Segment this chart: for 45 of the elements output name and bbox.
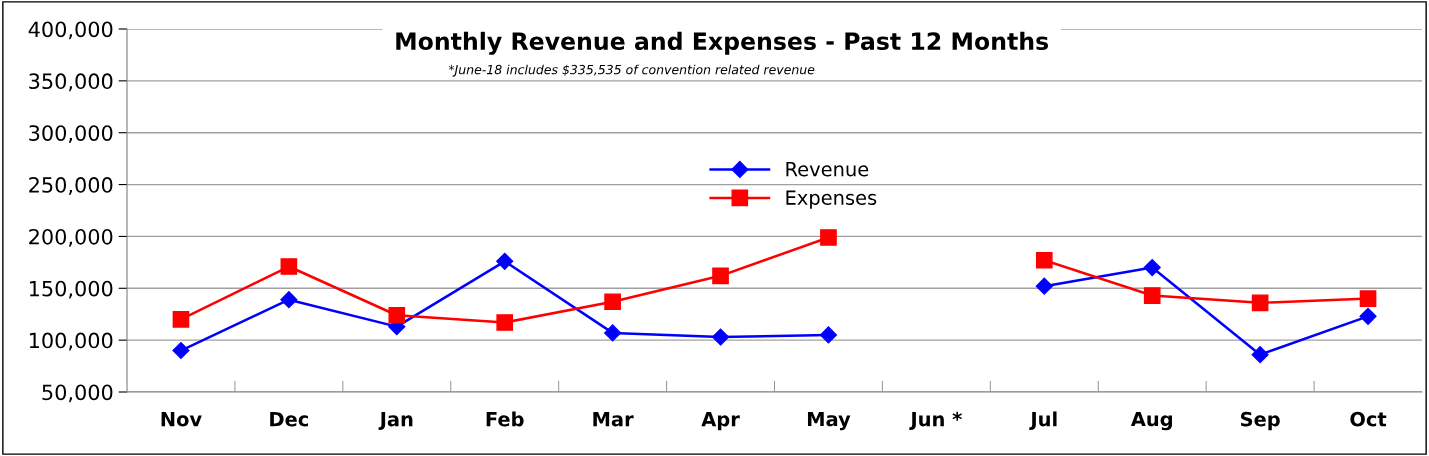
point	[1035, 277, 1053, 295]
y-tick-label: 50,000	[42, 384, 113, 403]
point	[1359, 290, 1377, 307]
x-tick-label: Mar	[593, 412, 634, 427]
chart-title: Monthly Revenue and Expenses - Past 12 Months	[396, 31, 1049, 55]
y-tick-label: 250,000	[29, 177, 113, 195]
point	[819, 326, 838, 344]
y-tick-label: 200,000	[29, 228, 113, 247]
point	[1359, 307, 1377, 325]
x-tick-label: Dec	[270, 412, 308, 427]
x-tick-label: Oct	[1350, 411, 1387, 427]
point	[604, 293, 621, 311]
x-tick-label: Apr	[701, 412, 740, 431]
x-tick-label: May	[807, 411, 851, 431]
y-tick-label: 400,000	[28, 21, 113, 40]
point	[496, 314, 514, 331]
point	[712, 267, 729, 285]
point	[711, 328, 730, 346]
point	[820, 229, 837, 246]
x-tick-label: Jan	[378, 412, 413, 431]
y-tick-label: 300,000	[29, 125, 113, 144]
point	[604, 324, 622, 342]
x-tick-label: Feb	[486, 411, 524, 427]
point	[388, 306, 406, 324]
x-tick-label: Jun *	[909, 411, 962, 431]
y-tick-label: 150,000	[29, 280, 113, 299]
y-tick-label: 100,000	[29, 332, 113, 351]
legend-label: Expenses	[786, 190, 877, 209]
point	[1251, 346, 1269, 364]
point	[1143, 258, 1161, 277]
point	[496, 252, 514, 270]
x-tick-label: Sep	[1240, 411, 1280, 431]
point	[1143, 287, 1161, 304]
point	[1251, 294, 1269, 312]
x-tick-label: Nov	[161, 412, 202, 427]
y-tick-label: 350,000	[29, 73, 113, 92]
point	[280, 258, 298, 275]
x-tick-label: Jul	[1029, 411, 1057, 431]
point	[172, 341, 190, 360]
legend-label: Revenue	[786, 162, 869, 177]
point	[1035, 251, 1053, 269]
annotation: *June-18 includes $335,535 of convention related revenue	[448, 64, 815, 77]
point	[280, 291, 298, 309]
x-tick-label: Aug	[1130, 411, 1172, 431]
point	[172, 311, 190, 328]
